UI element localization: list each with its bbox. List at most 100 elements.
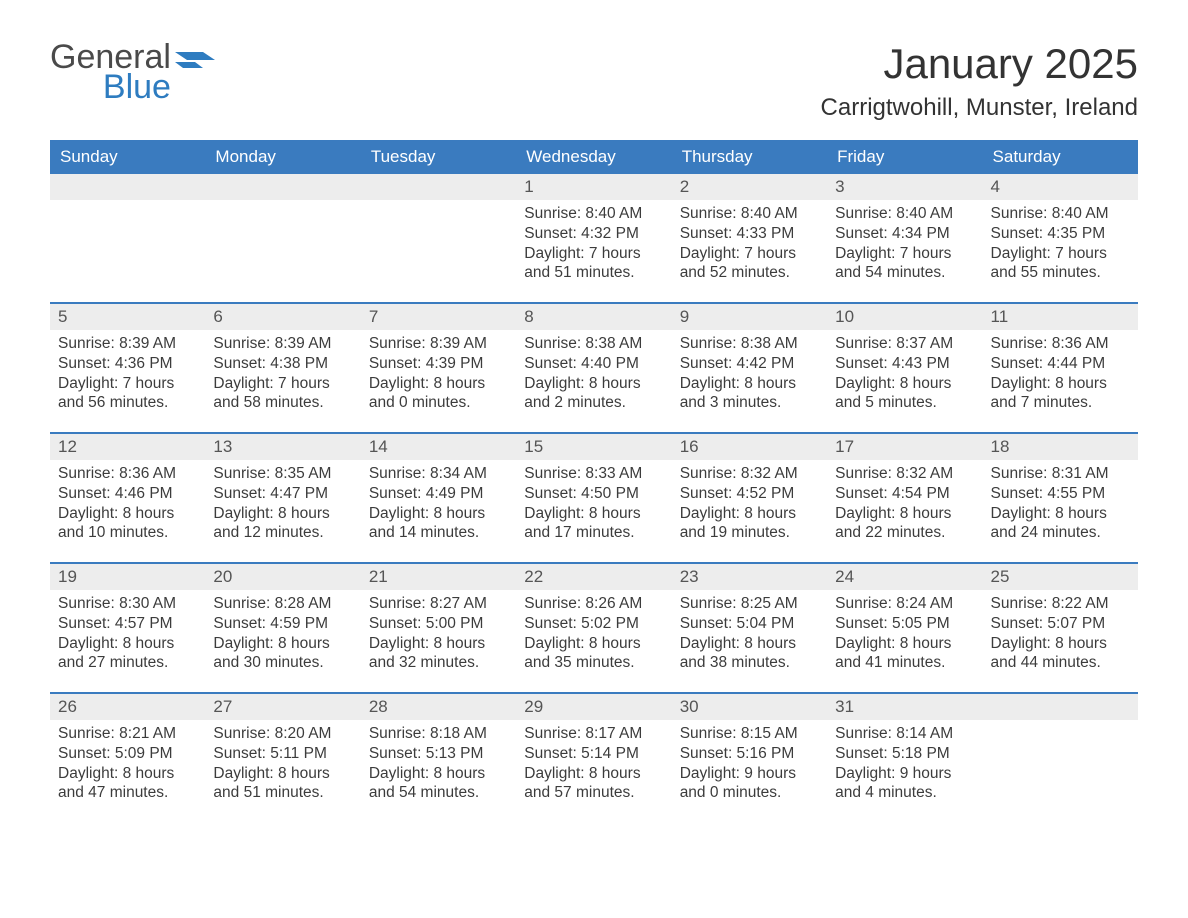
daylight-line-2: and 32 minutes. xyxy=(369,653,508,673)
sunrise-line: Sunrise: 8:20 AM xyxy=(213,724,352,744)
daylight-line-1: Daylight: 8 hours xyxy=(369,374,508,394)
day-details: Sunrise: 8:40 AMSunset: 4:33 PMDaylight:… xyxy=(672,200,827,293)
daylight-line-2: and 17 minutes. xyxy=(524,523,663,543)
dow-cell: Sunday xyxy=(50,140,205,174)
sunrise-line: Sunrise: 8:40 AM xyxy=(680,204,819,224)
daylight-line-2: and 27 minutes. xyxy=(58,653,197,673)
logo: General Blue xyxy=(50,40,215,104)
day-cell-empty xyxy=(361,174,516,302)
day-number: 5 xyxy=(50,304,205,330)
day-cell: 10Sunrise: 8:37 AMSunset: 4:43 PMDayligh… xyxy=(827,304,982,432)
day-number xyxy=(50,174,205,200)
sunset-line: Sunset: 4:49 PM xyxy=(369,484,508,504)
daylight-line-1: Daylight: 8 hours xyxy=(680,504,819,524)
day-number: 12 xyxy=(50,434,205,460)
daylight-line-2: and 51 minutes. xyxy=(213,783,352,803)
sunrise-line: Sunrise: 8:38 AM xyxy=(524,334,663,354)
day-cell: 15Sunrise: 8:33 AMSunset: 4:50 PMDayligh… xyxy=(516,434,671,562)
dow-cell: Saturday xyxy=(983,140,1138,174)
day-number: 14 xyxy=(361,434,516,460)
daylight-line-1: Daylight: 7 hours xyxy=(991,244,1130,264)
sunrise-line: Sunrise: 8:22 AM xyxy=(991,594,1130,614)
sunrise-line: Sunrise: 8:40 AM xyxy=(991,204,1130,224)
day-number: 11 xyxy=(983,304,1138,330)
day-cell: 4Sunrise: 8:40 AMSunset: 4:35 PMDaylight… xyxy=(983,174,1138,302)
daylight-line-2: and 10 minutes. xyxy=(58,523,197,543)
day-details: Sunrise: 8:37 AMSunset: 4:43 PMDaylight:… xyxy=(827,330,982,423)
sunset-line: Sunset: 5:14 PM xyxy=(524,744,663,764)
sunset-line: Sunset: 4:33 PM xyxy=(680,224,819,244)
daylight-line-2: and 58 minutes. xyxy=(213,393,352,413)
daylight-line-2: and 54 minutes. xyxy=(369,783,508,803)
day-details: Sunrise: 8:17 AMSunset: 5:14 PMDaylight:… xyxy=(516,720,671,813)
daylight-line-2: and 44 minutes. xyxy=(991,653,1130,673)
sunset-line: Sunset: 4:46 PM xyxy=(58,484,197,504)
day-cell-empty xyxy=(205,174,360,302)
day-cell: 23Sunrise: 8:25 AMSunset: 5:04 PMDayligh… xyxy=(672,564,827,692)
day-details: Sunrise: 8:39 AMSunset: 4:38 PMDaylight:… xyxy=(205,330,360,423)
sunset-line: Sunset: 5:02 PM xyxy=(524,614,663,634)
daylight-line-1: Daylight: 7 hours xyxy=(58,374,197,394)
sunrise-line: Sunrise: 8:40 AM xyxy=(524,204,663,224)
daylight-line-2: and 54 minutes. xyxy=(835,263,974,283)
daylight-line-2: and 4 minutes. xyxy=(835,783,974,803)
sunrise-line: Sunrise: 8:15 AM xyxy=(680,724,819,744)
weeks-container: 1Sunrise: 8:40 AMSunset: 4:32 PMDaylight… xyxy=(50,174,1138,822)
day-details: Sunrise: 8:40 AMSunset: 4:35 PMDaylight:… xyxy=(983,200,1138,293)
week-row: 19Sunrise: 8:30 AMSunset: 4:57 PMDayligh… xyxy=(50,562,1138,692)
day-details: Sunrise: 8:28 AMSunset: 4:59 PMDaylight:… xyxy=(205,590,360,683)
day-number: 28 xyxy=(361,694,516,720)
daylight-line-1: Daylight: 9 hours xyxy=(835,764,974,784)
day-details: Sunrise: 8:34 AMSunset: 4:49 PMDaylight:… xyxy=(361,460,516,553)
day-number: 29 xyxy=(516,694,671,720)
sunset-line: Sunset: 5:16 PM xyxy=(680,744,819,764)
sunrise-line: Sunrise: 8:39 AM xyxy=(58,334,197,354)
day-of-week-header: SundayMondayTuesdayWednesdayThursdayFrid… xyxy=(50,140,1138,174)
day-number: 23 xyxy=(672,564,827,590)
sunset-line: Sunset: 4:38 PM xyxy=(213,354,352,374)
day-cell: 6Sunrise: 8:39 AMSunset: 4:38 PMDaylight… xyxy=(205,304,360,432)
daylight-line-1: Daylight: 8 hours xyxy=(213,634,352,654)
sunset-line: Sunset: 4:36 PM xyxy=(58,354,197,374)
dow-cell: Wednesday xyxy=(516,140,671,174)
daylight-line-1: Daylight: 7 hours xyxy=(680,244,819,264)
day-details: Sunrise: 8:39 AMSunset: 4:36 PMDaylight:… xyxy=(50,330,205,423)
daylight-line-1: Daylight: 8 hours xyxy=(524,764,663,784)
day-cell: 20Sunrise: 8:28 AMSunset: 4:59 PMDayligh… xyxy=(205,564,360,692)
day-cell: 24Sunrise: 8:24 AMSunset: 5:05 PMDayligh… xyxy=(827,564,982,692)
day-cell: 18Sunrise: 8:31 AMSunset: 4:55 PMDayligh… xyxy=(983,434,1138,562)
day-details: Sunrise: 8:30 AMSunset: 4:57 PMDaylight:… xyxy=(50,590,205,683)
sunset-line: Sunset: 4:54 PM xyxy=(835,484,974,504)
daylight-line-2: and 47 minutes. xyxy=(58,783,197,803)
sunset-line: Sunset: 5:09 PM xyxy=(58,744,197,764)
sunrise-line: Sunrise: 8:30 AM xyxy=(58,594,197,614)
daylight-line-1: Daylight: 8 hours xyxy=(680,634,819,654)
day-cell: 7Sunrise: 8:39 AMSunset: 4:39 PMDaylight… xyxy=(361,304,516,432)
location-text: Carrigtwohill, Munster, Ireland xyxy=(821,94,1138,122)
sunset-line: Sunset: 5:13 PM xyxy=(369,744,508,764)
sunrise-line: Sunrise: 8:35 AM xyxy=(213,464,352,484)
day-details: Sunrise: 8:35 AMSunset: 4:47 PMDaylight:… xyxy=(205,460,360,553)
sunset-line: Sunset: 5:07 PM xyxy=(991,614,1130,634)
daylight-line-1: Daylight: 8 hours xyxy=(58,764,197,784)
day-cell: 13Sunrise: 8:35 AMSunset: 4:47 PMDayligh… xyxy=(205,434,360,562)
daylight-line-2: and 3 minutes. xyxy=(680,393,819,413)
daylight-line-2: and 0 minutes. xyxy=(680,783,819,803)
day-number: 18 xyxy=(983,434,1138,460)
day-cell: 8Sunrise: 8:38 AMSunset: 4:40 PMDaylight… xyxy=(516,304,671,432)
calendar: SundayMondayTuesdayWednesdayThursdayFrid… xyxy=(50,140,1138,822)
day-cell: 30Sunrise: 8:15 AMSunset: 5:16 PMDayligh… xyxy=(672,694,827,822)
day-number: 10 xyxy=(827,304,982,330)
sunset-line: Sunset: 4:50 PM xyxy=(524,484,663,504)
day-number: 17 xyxy=(827,434,982,460)
sunrise-line: Sunrise: 8:34 AM xyxy=(369,464,508,484)
daylight-line-2: and 22 minutes. xyxy=(835,523,974,543)
daylight-line-2: and 7 minutes. xyxy=(991,393,1130,413)
sunrise-line: Sunrise: 8:38 AM xyxy=(680,334,819,354)
day-details: Sunrise: 8:40 AMSunset: 4:34 PMDaylight:… xyxy=(827,200,982,293)
day-number: 20 xyxy=(205,564,360,590)
day-details: Sunrise: 8:38 AMSunset: 4:40 PMDaylight:… xyxy=(516,330,671,423)
daylight-line-1: Daylight: 8 hours xyxy=(835,504,974,524)
sunset-line: Sunset: 5:05 PM xyxy=(835,614,974,634)
day-details: Sunrise: 8:20 AMSunset: 5:11 PMDaylight:… xyxy=(205,720,360,813)
